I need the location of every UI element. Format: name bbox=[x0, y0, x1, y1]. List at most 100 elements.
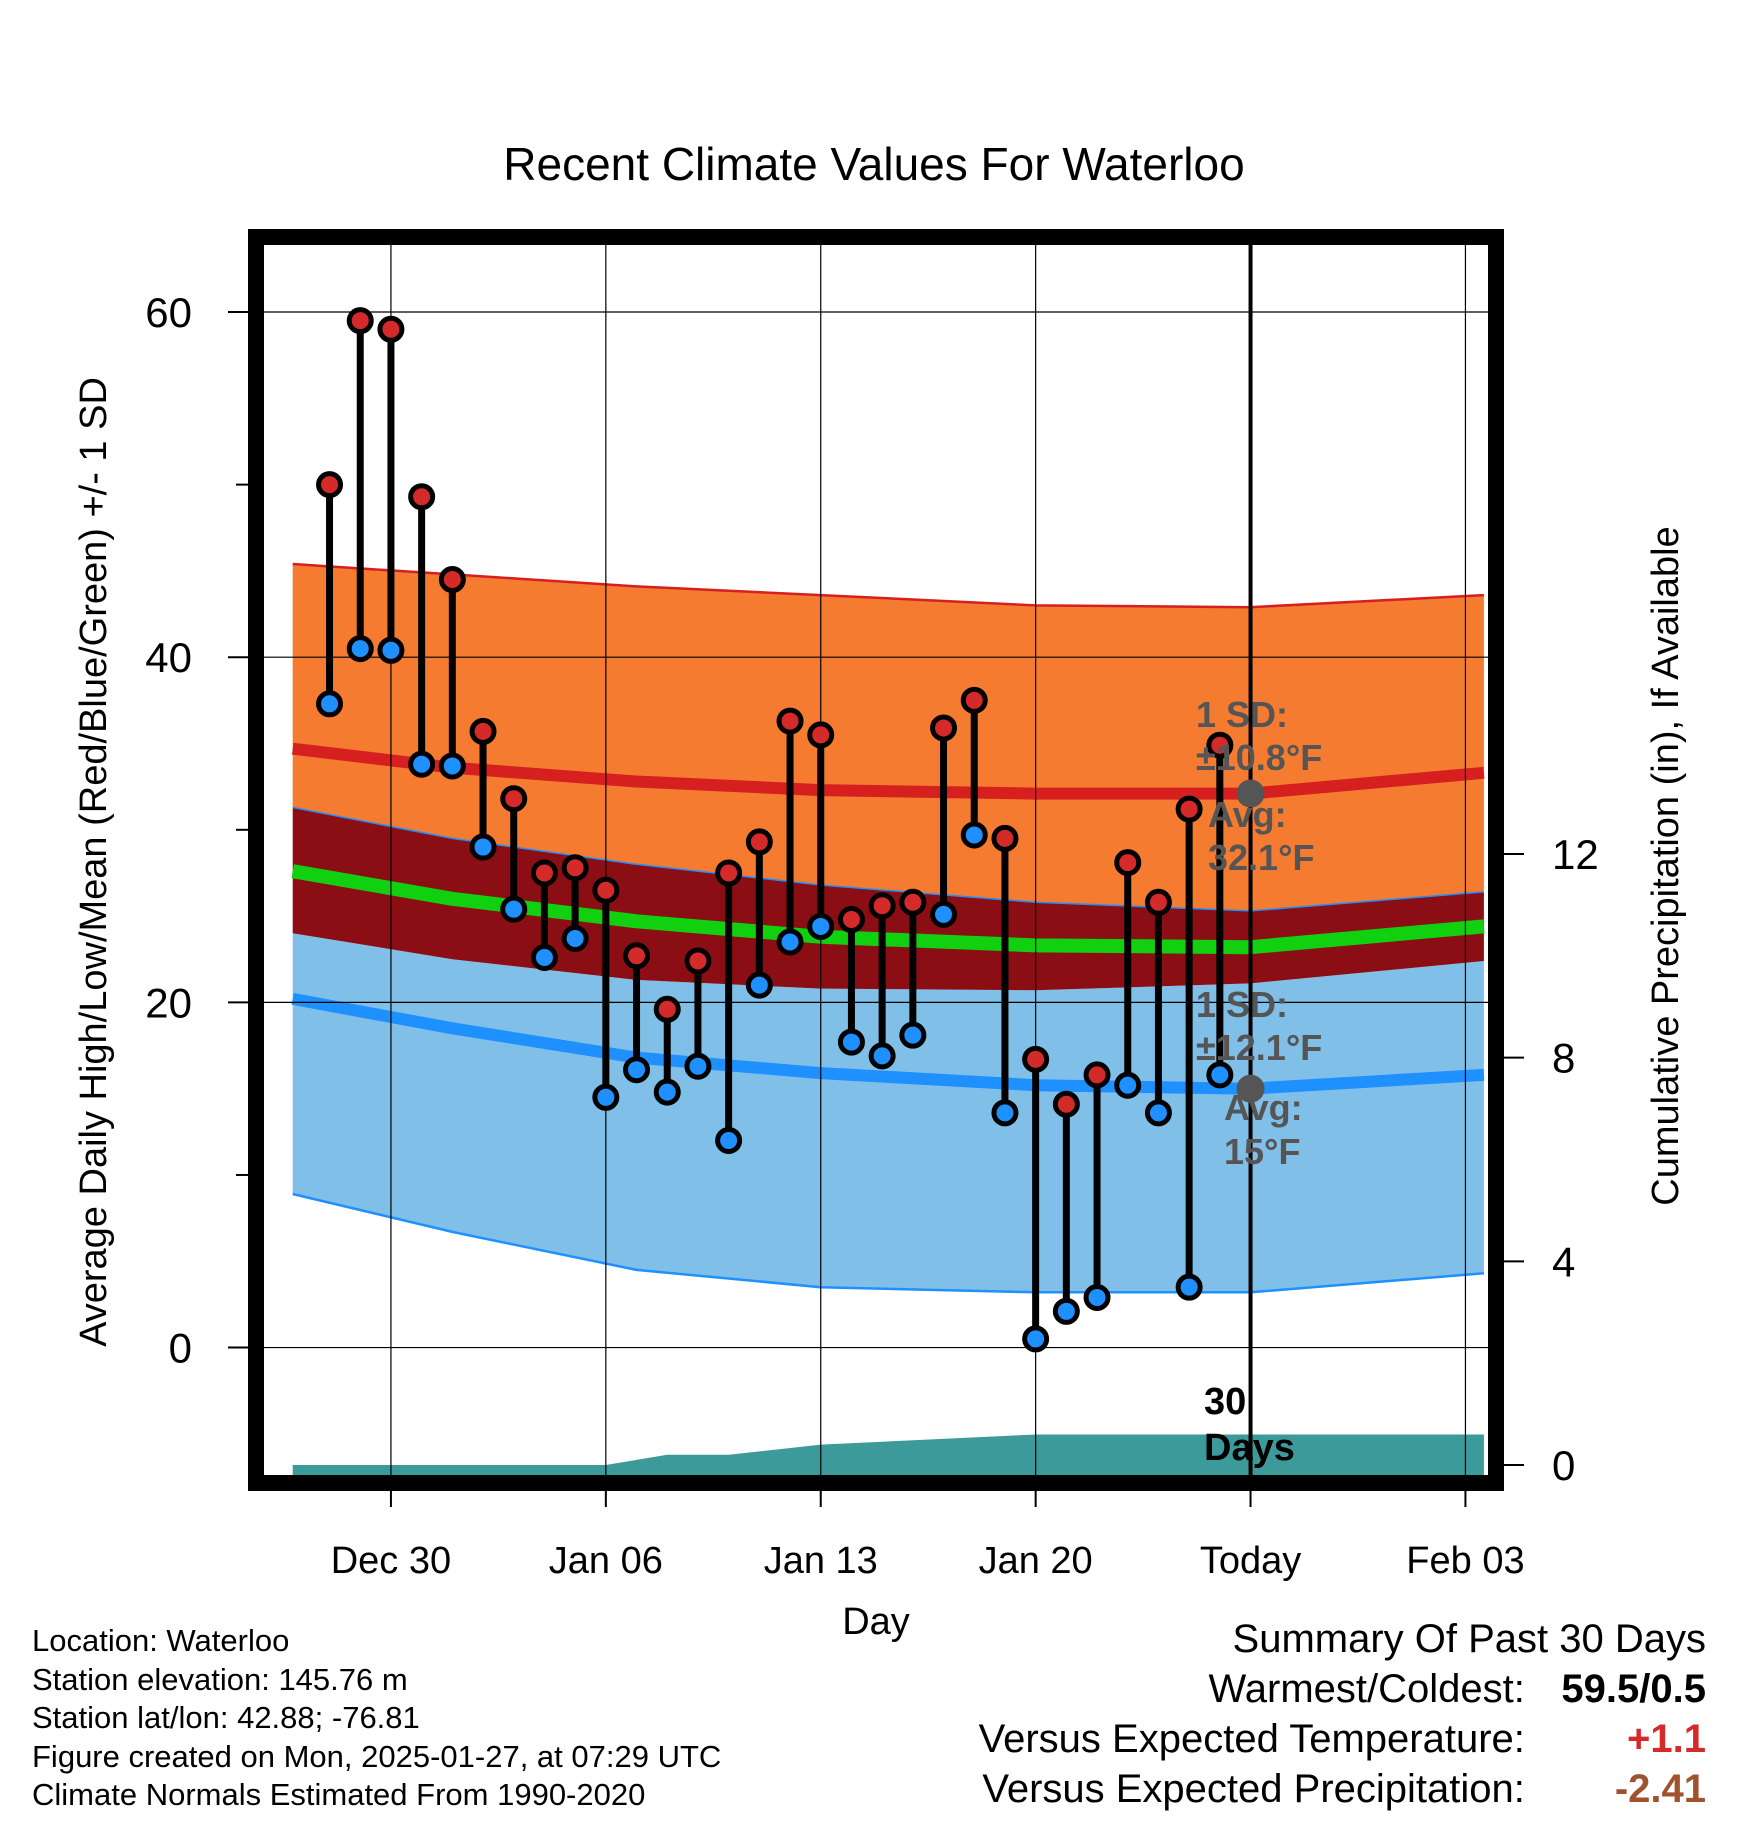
daily-low-point bbox=[408, 750, 436, 778]
daily-high-point bbox=[899, 888, 927, 916]
high-avg-label: Avg: bbox=[1208, 794, 1287, 835]
x-tick-label: Dec 30 bbox=[331, 1540, 451, 1582]
low-sd-value: ±12.1°F bbox=[1196, 1027, 1322, 1068]
daily-low-point bbox=[438, 752, 466, 780]
x-tick-label: Jan 20 bbox=[979, 1540, 1093, 1582]
normals-text: Climate Normals Estimated From 1990-2020 bbox=[32, 1777, 646, 1812]
warm-cold-label: Warmest/Coldest: bbox=[1208, 1667, 1525, 1711]
high-avg-value: 32.1°F bbox=[1208, 837, 1314, 878]
created-text: Figure created on Mon, 2025-01-27, at 07… bbox=[32, 1738, 722, 1774]
daily-low-point bbox=[346, 635, 374, 663]
daily-high-point bbox=[745, 828, 773, 856]
daily-high-point bbox=[868, 892, 896, 920]
temp-vs-expected-value: +1.1 bbox=[1627, 1717, 1706, 1761]
station-info: Location: Waterloo Station elevation: 14… bbox=[32, 1622, 721, 1815]
high-sd-value: ±10.8°F bbox=[1196, 737, 1322, 778]
daily-low-point bbox=[1052, 1297, 1080, 1325]
precip-vs-expected-value: -2.41 bbox=[1614, 1767, 1706, 1811]
daily-high-point bbox=[316, 471, 344, 499]
low-avg-marker bbox=[1236, 1074, 1265, 1103]
y2-tick-label: 12 bbox=[1552, 831, 1599, 878]
x-tick-label: Jan 13 bbox=[764, 1540, 878, 1582]
daily-high-point bbox=[991, 824, 1019, 852]
low-avg-label: Avg: bbox=[1224, 1087, 1303, 1128]
daily-high-point bbox=[561, 854, 589, 882]
daily-low-point bbox=[623, 1056, 651, 1084]
high-sd-label: 1 SD: bbox=[1196, 694, 1288, 735]
daily-high-point bbox=[715, 859, 743, 887]
summary-title: Summary Of Past 30 Days bbox=[1232, 1617, 1706, 1661]
x-tick-label: Today bbox=[1200, 1540, 1301, 1582]
daily-high-point bbox=[1052, 1090, 1080, 1118]
x-tick-label: Jan 06 bbox=[549, 1540, 663, 1582]
summary-panel: Summary Of Past 30 Days Warmest/Coldest:… bbox=[979, 1614, 1706, 1814]
daily-high-point bbox=[1144, 888, 1172, 916]
daily-high-point bbox=[776, 707, 804, 735]
location-text: Location: Waterloo bbox=[32, 1623, 290, 1658]
daily-low-point bbox=[899, 1021, 927, 1049]
daily-low-point bbox=[930, 900, 958, 928]
daily-high-point bbox=[469, 717, 497, 745]
daily-high-point bbox=[623, 942, 651, 970]
daily-high-point bbox=[1175, 795, 1203, 823]
daily-low-point bbox=[776, 928, 804, 956]
daily-low-point bbox=[592, 1083, 620, 1111]
daily-high-point bbox=[930, 714, 958, 742]
daily-low-point bbox=[960, 821, 988, 849]
daily-high-point bbox=[1114, 849, 1142, 877]
daily-high-point bbox=[377, 315, 405, 343]
daily-high-point bbox=[837, 906, 865, 934]
daily-low-point bbox=[316, 690, 344, 718]
daily-low-point bbox=[530, 944, 558, 972]
y2-tick-label: 0 bbox=[1552, 1442, 1575, 1489]
y-axis-label: Average Daily High/Low/Mean (Red/Blue/Gr… bbox=[73, 377, 115, 1347]
daily-high-point bbox=[438, 566, 466, 594]
daily-high-point bbox=[653, 995, 681, 1023]
daily-high-point bbox=[408, 483, 436, 511]
daily-low-point bbox=[1175, 1273, 1203, 1301]
daily-high-point bbox=[1206, 731, 1234, 759]
y-tick-label: 20 bbox=[145, 979, 192, 1026]
high-avg-marker bbox=[1236, 779, 1265, 808]
daily-low-point bbox=[1206, 1061, 1234, 1089]
latlon-text: Station lat/lon: 42.88; -76.81 bbox=[32, 1700, 420, 1735]
y-tick-label: 60 bbox=[145, 289, 192, 336]
daily-low-point bbox=[868, 1042, 896, 1070]
daily-low-point bbox=[715, 1126, 743, 1154]
daily-low-point bbox=[469, 833, 497, 861]
low-sd-label: 1 SD: bbox=[1196, 984, 1288, 1025]
daily-high-point bbox=[684, 947, 712, 975]
daily-high-point bbox=[592, 876, 620, 904]
elevation-text: Station elevation: 145.76 m bbox=[32, 1661, 408, 1697]
daily-high-point bbox=[530, 859, 558, 887]
daily-high-point bbox=[1022, 1045, 1050, 1073]
warm-cold-value: 59.5/0.5 bbox=[1561, 1667, 1706, 1711]
y2-axis-label: Cumulative Precipitation (in), If Availa… bbox=[1645, 526, 1687, 1205]
daily-low-point bbox=[837, 1028, 865, 1056]
daily-high-point bbox=[346, 307, 374, 335]
daily-low-point bbox=[561, 925, 589, 953]
precip-vs-expected-label: Versus Expected Precipitation: bbox=[982, 1767, 1525, 1811]
daily-low-point bbox=[377, 636, 405, 664]
daily-high-point bbox=[500, 785, 528, 813]
days-unit-label: Days bbox=[1204, 1427, 1295, 1469]
x-tick-label: Feb 03 bbox=[1406, 1540, 1524, 1582]
plot-frame bbox=[248, 229, 1504, 1491]
low-avg-value: 15°F bbox=[1224, 1131, 1300, 1172]
precip-area bbox=[292, 1434, 1484, 1477]
daily-high-point bbox=[1083, 1061, 1111, 1089]
daily-low-point bbox=[500, 895, 528, 923]
daily-high-point bbox=[960, 686, 988, 714]
x-axis-label: Day bbox=[842, 1601, 910, 1643]
y-tick-label: 0 bbox=[169, 1325, 192, 1372]
daily-low-point bbox=[745, 971, 773, 999]
daily-low-point bbox=[1083, 1284, 1111, 1312]
daily-low-point bbox=[1022, 1325, 1050, 1353]
daily-low-point bbox=[1114, 1071, 1142, 1099]
daily-low-point bbox=[1144, 1099, 1172, 1127]
daily-low-point bbox=[653, 1078, 681, 1106]
chart-title: Recent Climate Values For Waterloo bbox=[503, 138, 1244, 190]
daily-low-point bbox=[807, 912, 835, 940]
y2-tick-label: 4 bbox=[1552, 1238, 1575, 1285]
